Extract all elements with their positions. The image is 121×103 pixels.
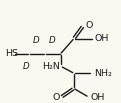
Text: NH₂: NH₂ [94, 69, 112, 78]
Text: O: O [53, 93, 60, 102]
Text: OH: OH [90, 93, 105, 102]
Text: H₂N: H₂N [42, 62, 60, 71]
Text: HS: HS [5, 49, 18, 58]
Text: D: D [23, 62, 30, 71]
Text: O: O [85, 21, 93, 30]
Text: OH: OH [95, 34, 109, 43]
Text: D: D [33, 36, 40, 45]
Text: D: D [49, 36, 55, 45]
